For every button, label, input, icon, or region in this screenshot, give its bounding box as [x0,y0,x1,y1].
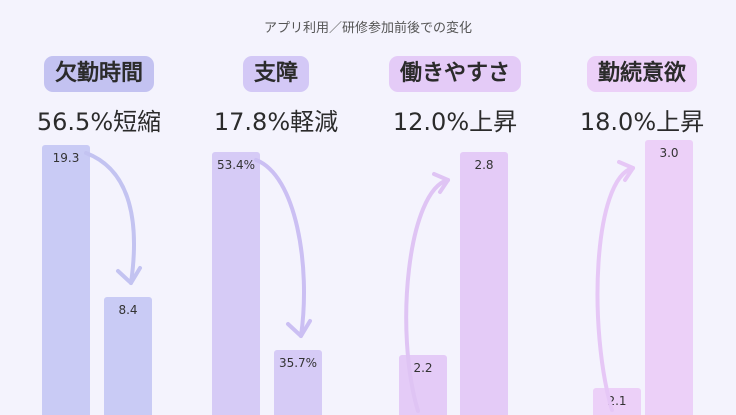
bar-before [212,152,260,415]
bar-value-label: 2.8 [474,158,493,172]
bar-value-label: 53.4% [217,158,255,172]
bar-before [593,388,641,415]
bar-value-label: 8.4 [118,303,137,317]
chart-svg: 2.2 2.8 [399,152,508,415]
bar-after [460,152,508,415]
chart-panel-workability: 2.2 2.8 働きやすさ 12.0%上昇 [363,0,547,415]
panel-title-pill: 支障 [242,56,310,92]
arrow-head [617,160,635,182]
bar-value-label: 2.2 [413,361,432,375]
chart-svg: 53.4% 35.7% [212,152,322,415]
panel-title-pill: 働きやすさ [388,56,522,92]
bar-value-label: 19.3 [53,151,80,165]
panel-title-pill: 欠勤時間 [43,56,155,92]
panel-title-pill: 勤続意欲 [586,56,698,92]
change-arrow [254,158,306,338]
arrow-head [116,266,142,285]
bar-value-label: 3.0 [659,146,678,160]
panel-result: 56.5%短縮 [36,108,162,136]
change-arrow [404,178,450,413]
panel-result: 12.0%上昇 [392,108,518,136]
bar-before [42,145,90,415]
bar-after [274,350,322,415]
change-arrow [84,151,136,285]
arrow-head [432,172,450,194]
arrow-head [286,319,312,338]
panel-result: 18.0%上昇 [579,108,705,136]
chart-panel-retention: 2.1 3.0 勤続意欲 18.0%上昇 [550,0,734,415]
change-arrow [595,166,635,412]
chart-panel-absence: 19.3 8.4 欠勤時間 56.5%短縮 [7,0,191,415]
bar-after [645,140,693,415]
chart-svg: 19.3 8.4 [42,145,152,415]
bar-value-label: 35.7% [279,356,317,370]
bar-after [104,297,152,415]
chart-svg: 2.13.0 [593,140,693,415]
panel-result: 17.8%軽減 [213,108,339,136]
chart-panel-impairment: 53.4% 35.7% 支障 17.8%軽減 [184,0,368,415]
chart-subtitle: アプリ利用／研修参加前後での変化 [263,21,472,36]
